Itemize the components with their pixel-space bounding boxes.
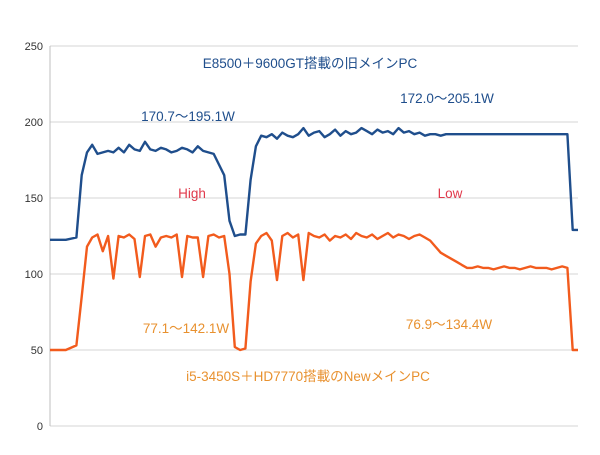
y-tick-label: 100 xyxy=(25,269,43,281)
old-pc-title: E8500＋9600GT搭載の旧メインPC xyxy=(203,56,418,71)
old-low-range-label: 172.0～205.1W xyxy=(400,91,494,106)
series-line-new-pc xyxy=(50,231,578,352)
low-mode-label: Low xyxy=(438,186,463,201)
series-line-old-pc xyxy=(50,126,578,242)
old-high-range-label: 170.7～195.1W xyxy=(141,109,235,124)
new-pc-title: i5-3450S＋HD7770搭載のNewメインPC xyxy=(186,369,430,384)
y-axis: 0 50 100 150 200 250 xyxy=(25,41,51,433)
high-mode-label: High xyxy=(178,186,206,201)
new-high-range-label: 77.1～142.1W xyxy=(143,321,230,336)
y-tick-label: 150 xyxy=(25,193,43,205)
gridlines xyxy=(50,45,578,427)
series-lines xyxy=(50,126,578,352)
new-low-range-label: 76.9～134.4W xyxy=(406,317,493,332)
y-tick-label: 50 xyxy=(31,345,43,357)
y-tick-label: 0 xyxy=(37,421,43,433)
y-tick-label: 200 xyxy=(25,117,43,129)
y-tick-label: 250 xyxy=(25,41,43,53)
